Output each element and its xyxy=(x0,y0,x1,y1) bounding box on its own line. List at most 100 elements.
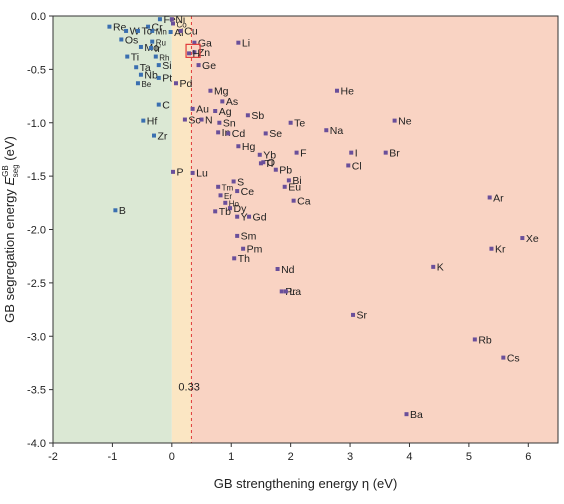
point-label-zn: Zn xyxy=(198,47,210,59)
point-rh xyxy=(153,54,158,59)
point-be xyxy=(135,81,140,86)
point-label-ti: Ti xyxy=(131,51,139,63)
point-label-pm: Pm xyxy=(247,244,263,256)
y-axis-label-sub: seg xyxy=(11,164,20,177)
point-ba xyxy=(404,412,409,417)
region-band-0 xyxy=(53,16,172,443)
point-pm xyxy=(241,246,246,251)
y-tick-label: -3.0 xyxy=(27,331,46,343)
point-la xyxy=(283,289,288,294)
point-label-ho: Ho xyxy=(229,200,240,209)
point-zn xyxy=(192,50,197,55)
point-label-y: Y xyxy=(241,211,248,223)
point-he xyxy=(334,88,339,93)
point-label-ga: Ga xyxy=(198,37,212,49)
point-label-rb: Rb xyxy=(478,334,492,346)
y-tick-label: -1.0 xyxy=(27,118,46,130)
point-f xyxy=(294,150,299,155)
point-kr xyxy=(489,246,494,251)
point-k xyxy=(431,264,436,269)
y-tick-label: -2.5 xyxy=(27,278,46,290)
point-label-cd: Cd xyxy=(232,128,246,140)
point-ru xyxy=(150,39,155,44)
x-tick-label: 5 xyxy=(466,451,472,463)
point-sr xyxy=(351,312,356,317)
point-tc xyxy=(135,28,140,33)
point-label-n: N xyxy=(205,114,213,126)
point-label-tc: Tc xyxy=(141,26,152,38)
point-label-i: I xyxy=(355,147,358,159)
point-label-co: Co xyxy=(177,20,188,29)
point-label-cs: Cs xyxy=(507,352,520,364)
point-label-nb: Nb xyxy=(144,70,158,82)
point-lu xyxy=(190,170,195,175)
point-nb xyxy=(138,72,143,77)
point-tl xyxy=(258,161,263,166)
highlight-box-h xyxy=(185,43,201,58)
point-label-ge: Ge xyxy=(202,60,216,72)
point-th xyxy=(232,256,237,261)
point-s xyxy=(231,179,236,184)
point-label-br: Br xyxy=(389,147,400,159)
point-label-ca: Ca xyxy=(297,195,311,207)
point-si xyxy=(156,63,161,68)
point-label-ce: Ce xyxy=(241,186,255,198)
point-mn xyxy=(150,28,155,33)
x-tick-label: -2 xyxy=(48,451,58,463)
point-label-he: He xyxy=(340,86,354,98)
point-label-pt: Pt xyxy=(162,73,172,85)
point-label-gd: Gd xyxy=(253,211,267,223)
point-label-li: Li xyxy=(242,37,250,49)
point-label-pd: Pd xyxy=(179,78,192,90)
point-label-pr: Pr xyxy=(285,286,296,298)
region-layer xyxy=(53,16,558,443)
points-layer: FeNiCoReCrMnWTcAlCuOsRuGaLiMoIrZnHRhTiGe… xyxy=(107,14,539,421)
point-y xyxy=(235,214,240,219)
point-ir xyxy=(149,46,154,51)
point-label-re: Re xyxy=(113,21,127,33)
point-ti xyxy=(125,54,130,59)
point-xe xyxy=(520,236,525,241)
point-mo xyxy=(138,44,143,49)
point-label-ru: Ru xyxy=(156,38,166,47)
x-tick-label: 6 xyxy=(525,451,531,463)
point-label-tl: Tl xyxy=(264,158,273,170)
point-bi xyxy=(286,178,291,183)
x-axis-label: GB strengthening energy η (eV) xyxy=(214,476,398,491)
threshold-layer: 0.33 xyxy=(178,16,200,443)
ticks-layer: -2 -1 0 1 2 3 4 5 6 0.0 -0.5 -1.0 -1.5 -2.0 -2.5 -3.0 -3… xyxy=(27,11,531,463)
point-label-ta: Ta xyxy=(140,62,151,74)
point-na xyxy=(324,128,329,133)
y-axis-label: GB segregation energy EGBseg (eV) xyxy=(1,136,20,323)
y-axis-label-sup: GB xyxy=(1,165,10,177)
point-ga xyxy=(192,40,197,45)
point-label-tm: Tm xyxy=(222,184,234,193)
y-tick-label: -2.0 xyxy=(27,225,46,237)
point-label-be: Be xyxy=(141,80,151,89)
x-tick-label: 0 xyxy=(169,451,175,463)
point-label-os: Os xyxy=(125,34,138,46)
point-label-er: Er xyxy=(224,192,232,201)
point-os xyxy=(119,37,124,42)
point-ta xyxy=(134,65,139,70)
point-label-sr: Sr xyxy=(357,310,368,322)
point-sb xyxy=(245,113,250,118)
point-te xyxy=(288,120,293,125)
x-tick-label: 3 xyxy=(347,451,353,463)
point-label-eu: Eu xyxy=(288,182,301,194)
point-label-ar: Ar xyxy=(493,192,504,204)
point-label-cu: Cu xyxy=(184,26,198,38)
point-label-s: S xyxy=(237,176,244,188)
point-label-sc: Sc xyxy=(188,114,200,126)
point-label-h: H xyxy=(193,48,201,60)
point-li xyxy=(236,40,241,45)
point-ho xyxy=(223,200,228,205)
point-au xyxy=(190,106,195,111)
point-sn xyxy=(217,120,222,125)
point-label-mg: Mg xyxy=(214,86,229,98)
point-cu xyxy=(178,28,183,33)
point-label-tb: Tb xyxy=(219,206,231,218)
point-label-si: Si xyxy=(162,60,171,72)
point-cs xyxy=(501,355,506,360)
